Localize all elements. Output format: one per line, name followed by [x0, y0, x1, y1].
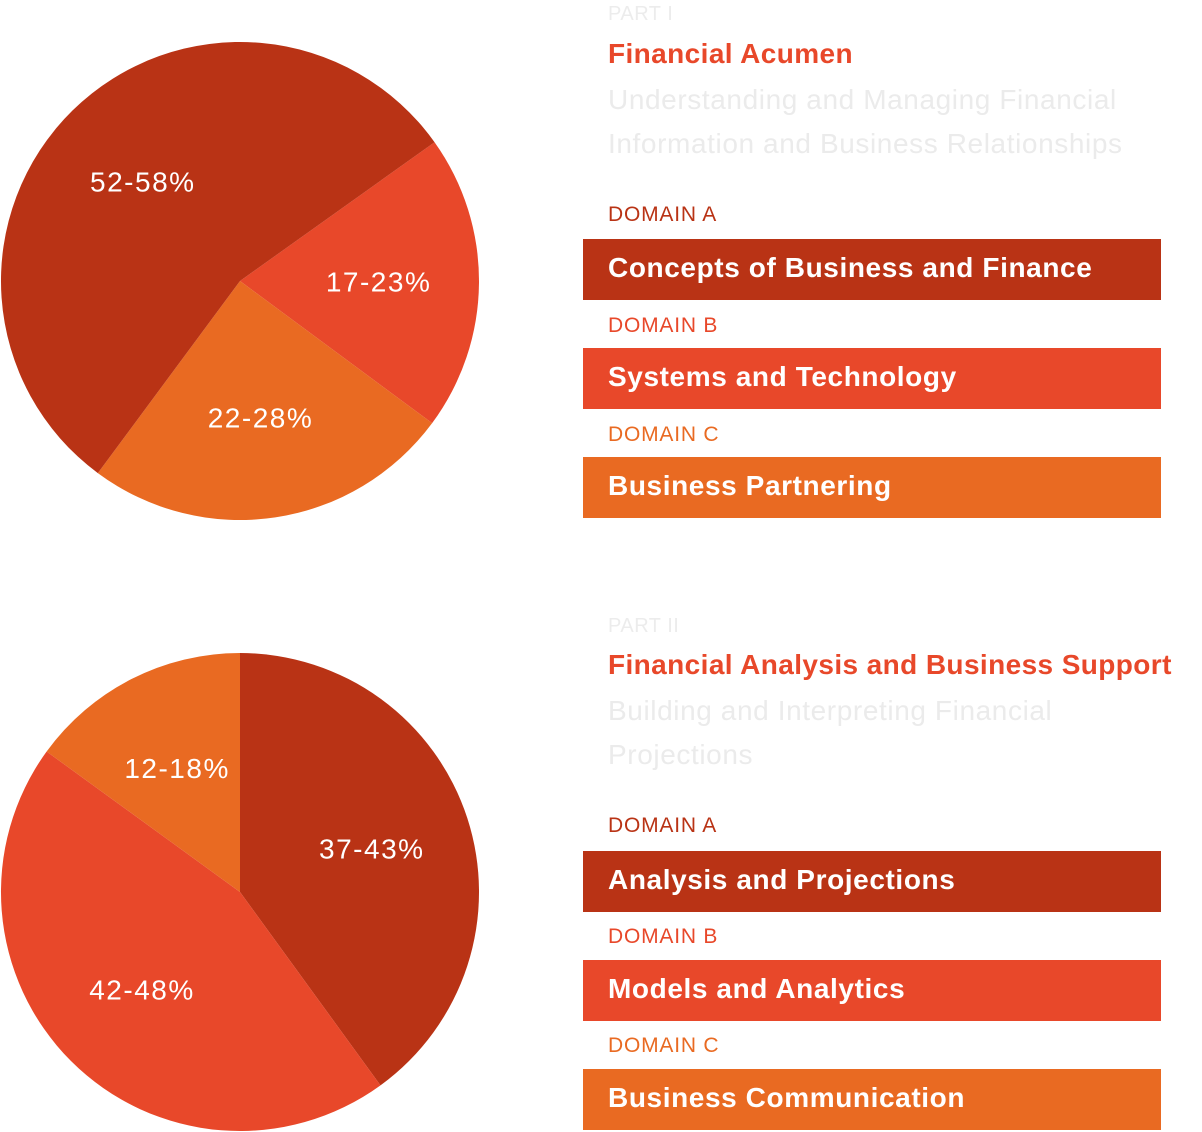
pie-slice — [240, 653, 480, 1086]
domain-b-bar: Models and Analytics — [583, 960, 1161, 1021]
part-title: Financial Acumen — [608, 38, 853, 69]
part-label: PART I — [608, 3, 674, 25]
pie-slice-label: 12-18% — [124, 753, 230, 784]
pie-slice — [0, 41, 435, 474]
domain-c-label: DOMAIN C — [608, 423, 720, 446]
pie-slice — [97, 281, 433, 520]
pie-slice — [0, 751, 381, 1132]
domain-b-bar: Systems and Technology — [583, 348, 1161, 409]
domain-b-label: DOMAIN B — [608, 314, 719, 337]
pie-slice — [46, 653, 240, 892]
pie-chart-part-1: 17-23% 22-28% 52-58% — [0, 41, 479, 520]
domain-a-bar: Analysis and Projections — [583, 851, 1161, 912]
part-subtitle: Building and Interpreting Financial Proj… — [608, 695, 1053, 770]
pie-chart-part-2: 37-43% 42-48% 12-18% — [0, 653, 480, 1132]
pie-slice-label: 42-48% — [89, 975, 195, 1006]
pie-slice-label: 52-58% — [90, 167, 196, 198]
pie-slice — [240, 142, 479, 424]
part-subtitle: Understanding and Managing Financial Inf… — [608, 84, 1123, 159]
domain-c-label: DOMAIN C — [608, 1034, 720, 1057]
domain-a-label: DOMAIN A — [608, 203, 718, 226]
domain-a-label: DOMAIN A — [608, 814, 718, 837]
part-label: PART II — [608, 615, 680, 637]
domain-a-bar: Concepts of Business and Finance — [583, 239, 1161, 300]
domain-c-bar: Business Partnering — [583, 457, 1161, 518]
pie-slice-label: 22-28% — [208, 403, 314, 434]
domain-b-label: DOMAIN B — [608, 925, 719, 948]
pie-slice-label: 37-43% — [319, 834, 425, 865]
domain-c-bar: Business Communication — [583, 1069, 1161, 1130]
part-title: Financial Analysis and Business Support — [608, 649, 1172, 680]
pie-slice-label: 17-23% — [326, 267, 432, 298]
